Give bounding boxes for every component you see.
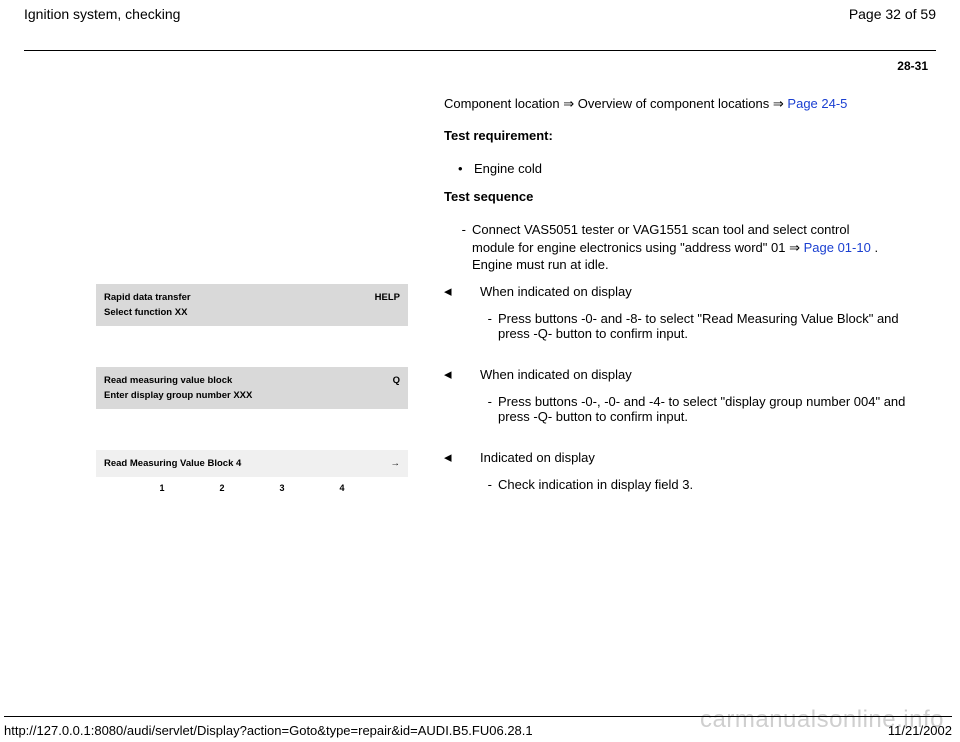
component-text-a: Component location [444, 96, 563, 111]
field-num: 3 [279, 483, 284, 493]
step-2-text: ◂ When indicated on display - Press butt… [444, 367, 936, 434]
step-2: Read measuring value block Q Enter displ… [24, 367, 936, 434]
component-location-paragraph: Component location ⇒ Overview of compone… [444, 95, 884, 113]
arrow-icon: ⇒ [563, 96, 574, 111]
page-number: 28-31 [24, 59, 936, 73]
step-intro: Indicated on display [480, 450, 908, 465]
lcd-line1-right: HELP [375, 290, 400, 305]
page-link[interactable]: Page 24-5 [787, 96, 847, 111]
lcd-line1-left: Read Measuring Value Block 4 [104, 456, 241, 471]
test-requirement-heading: Test requirement: [444, 127, 884, 145]
page-link[interactable]: Page 01-10 [804, 240, 871, 255]
page: Ignition system, checking Page 32 of 59 … [0, 0, 960, 742]
step-1-display: Rapid data transfer HELP Select function… [24, 284, 444, 351]
triangle-left-icon: ◂ [444, 450, 480, 465]
footer-rule [4, 716, 952, 717]
lcd-line1-right: → [391, 456, 401, 471]
header-rule [24, 50, 936, 51]
step-action: Press buttons -0- and -8- to select "Rea… [498, 311, 908, 341]
test-sequence-heading: Test sequence [444, 188, 884, 206]
dash-icon: - [480, 394, 498, 424]
footer-url: http://127.0.0.1:8080/audi/servlet/Displ… [4, 723, 533, 738]
step-intro: When indicated on display [480, 284, 908, 299]
step-3: Read Measuring Value Block 4 → 1 2 3 4 ◂… [24, 450, 936, 502]
step-action: Press buttons -0-, -0- and -4- to select… [498, 394, 908, 424]
triangle-left-icon: ◂ [444, 367, 480, 382]
page-footer: http://127.0.0.1:8080/audi/servlet/Displ… [0, 716, 960, 742]
sequence-step: - Connect VAS5051 tester or VAG1551 scan… [444, 221, 884, 274]
step-3-display: Read Measuring Value Block 4 → 1 2 3 4 [24, 450, 444, 502]
dash-icon: - [480, 311, 498, 341]
step-action: Check indication in display field 3. [498, 477, 908, 492]
requirement-text: Engine cold [474, 160, 884, 178]
header-page-counter: Page 32 of 59 [849, 6, 936, 22]
step-2-display: Read measuring value block Q Enter displ… [24, 367, 444, 434]
step-1: Rapid data transfer HELP Select function… [24, 284, 936, 351]
lcd-line1-left: Read measuring value block [104, 373, 232, 388]
lcd-display-2: Read measuring value block Q Enter displ… [96, 367, 408, 409]
arrow-icon: ⇒ [773, 96, 784, 111]
bullet-icon: • [458, 160, 474, 178]
lcd-line1-right: Q [393, 373, 400, 388]
lcd-line2: Enter display group number XXX [104, 388, 400, 403]
lcd-line1-left: Rapid data transfer [104, 290, 191, 305]
header-title: Ignition system, checking [24, 6, 180, 22]
sequence-step-text: Connect VAS5051 tester or VAG1551 scan t… [472, 221, 884, 274]
component-text-b: Overview of component locations [578, 96, 773, 111]
lcd-field-numbers: 1 2 3 4 [96, 483, 408, 493]
footer-date: 11/21/2002 [888, 723, 952, 738]
arrow-icon: ⇒ [789, 240, 800, 255]
lcd-display-3: Read Measuring Value Block 4 → [96, 450, 408, 477]
main-content: Component location ⇒ Overview of compone… [444, 95, 884, 274]
dash-icon: - [480, 477, 498, 492]
lcd-display-1: Rapid data transfer HELP Select function… [96, 284, 408, 326]
step-1-text: ◂ When indicated on display - Press butt… [444, 284, 936, 351]
requirement-bullet: • Engine cold [444, 160, 884, 178]
page-header: Ignition system, checking Page 32 of 59 [24, 6, 936, 22]
field-num: 4 [339, 483, 344, 493]
step-intro: When indicated on display [480, 367, 908, 382]
step-3-text: ◂ Indicated on display - Check indicatio… [444, 450, 936, 502]
triangle-left-icon: ◂ [444, 284, 480, 299]
field-num: 1 [159, 483, 164, 493]
lcd-line2: Select function XX [104, 305, 400, 320]
field-num: 2 [219, 483, 224, 493]
dash-icon: - [454, 221, 472, 274]
